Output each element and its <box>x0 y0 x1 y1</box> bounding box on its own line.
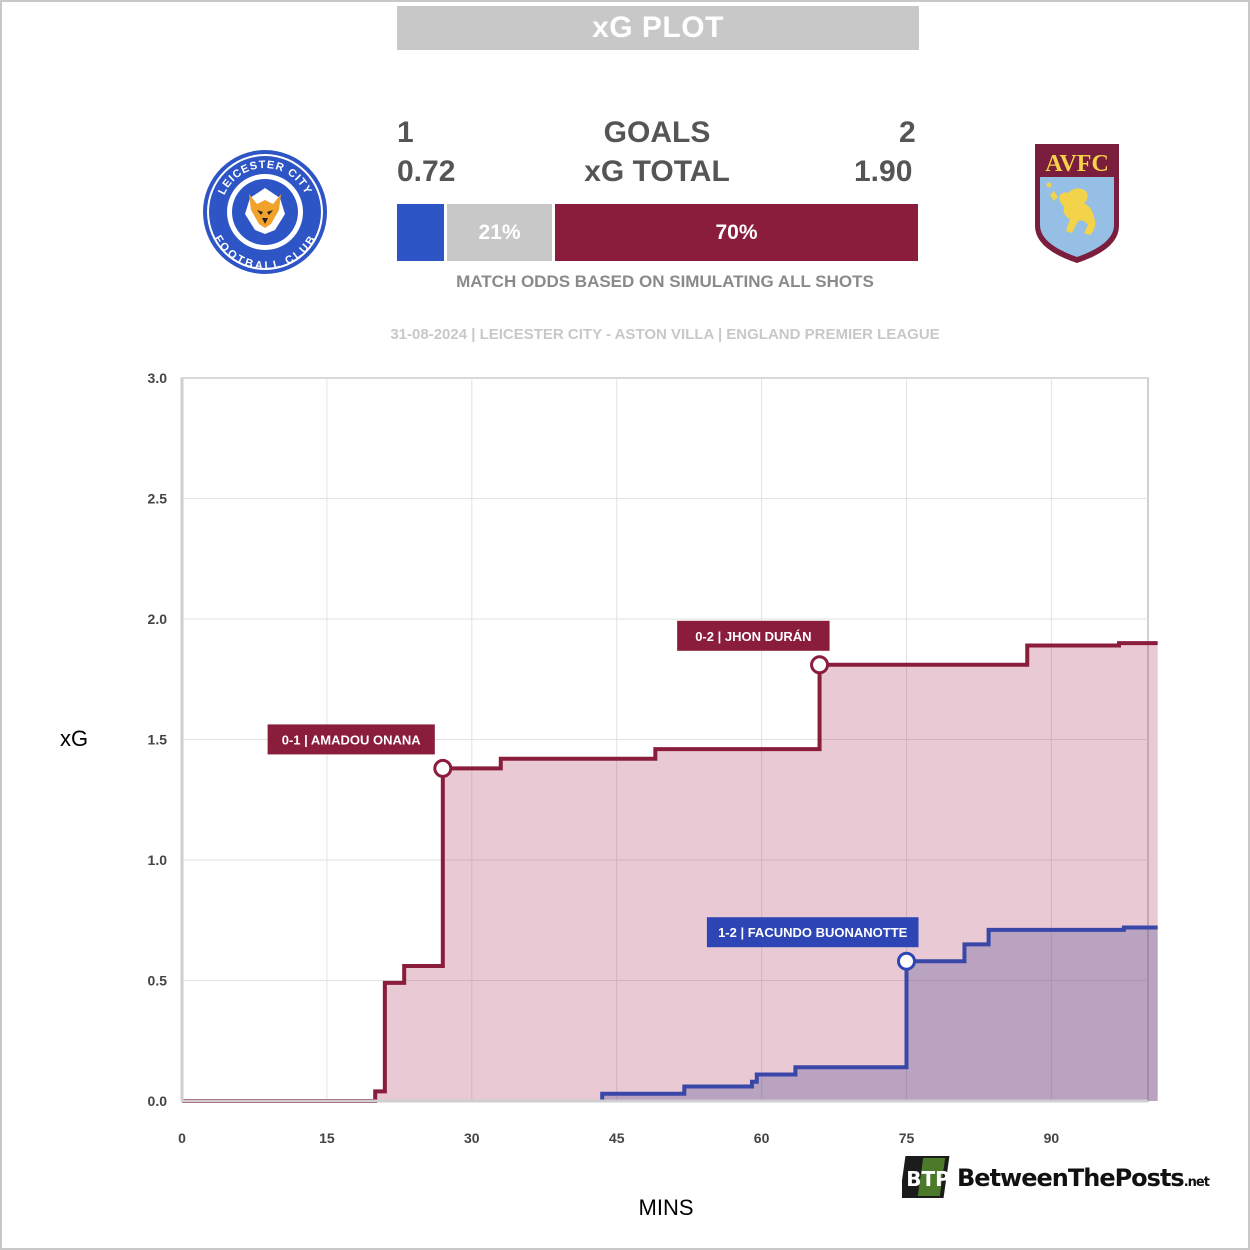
btp-wordmark: BetweenThePosts.net <box>957 1164 1210 1192</box>
series-line <box>182 641 1158 1103</box>
x-tick-label: 45 <box>609 1130 625 1146</box>
y-tick-label: 2.0 <box>148 611 168 627</box>
series-area <box>182 643 1158 1101</box>
btp-suffix: .net <box>1183 1175 1210 1190</box>
y-tick-label: 1.5 <box>148 732 168 748</box>
goal-annotation-box <box>706 917 919 948</box>
home-xg-total: 0.72 <box>397 155 456 188</box>
home-win-odds-bar <box>397 204 444 261</box>
odds-note: MATCH ODDS BASED ON SIMULATING ALL SHOTS <box>456 272 874 291</box>
goal-annotation-box <box>677 620 830 651</box>
goal-marker <box>433 758 453 778</box>
away-goals: 2 <box>899 116 916 149</box>
x-tick-label: 15 <box>319 1130 335 1146</box>
x-axis-label: MINS <box>638 1195 694 1220</box>
match-info: 31-08-2024 | LEICESTER CITY - ASTON VILL… <box>390 326 940 343</box>
goal-annotation-label: 1-2 | FACUNDO BUONANOTTE <box>718 925 908 940</box>
avfc-logo-text: AVFC <box>1045 151 1109 177</box>
y-tick-label: 0.0 <box>148 1093 168 1109</box>
series-area <box>602 927 1158 1101</box>
y-tick-label: 0.5 <box>148 973 168 989</box>
btp-name: BetweenThePosts <box>957 1164 1185 1192</box>
x-tick-label: 90 <box>1044 1130 1060 1146</box>
btp-badge-text: BTP <box>906 1167 950 1191</box>
x-tick-label: 0 <box>178 1130 186 1146</box>
leicester-city-logo: LEICESTER CITY FOOTBALL CLUB <box>203 150 327 274</box>
page-title: xG PLOT <box>397 6 919 50</box>
away-win-odds-bar: 70% <box>555 204 918 261</box>
goal-marker <box>810 655 830 675</box>
goals-label: GOALS <box>603 116 711 149</box>
draw-odds-bar: 21% <box>447 204 552 261</box>
y-tick-label: 3.0 <box>148 370 168 386</box>
x-tick-label: 30 <box>464 1130 480 1146</box>
goal-annotation-box <box>267 724 435 755</box>
y-tick-label: 2.5 <box>148 491 168 507</box>
goal-annotation-label: 0-2 | JHON DURÁN <box>695 629 811 644</box>
x-tick-label: 75 <box>899 1130 915 1146</box>
btp-badge-icon: BTP <box>902 1156 950 1198</box>
goal-annotation-label: 0-1 | AMADOU ONANA <box>282 732 422 747</box>
x-tick-label: 60 <box>754 1130 770 1146</box>
y-axis-label: xG <box>60 726 89 751</box>
aston-villa-logo: AVFC <box>1035 144 1119 263</box>
series-line <box>600 925 1158 1101</box>
home-goals: 1 <box>397 116 414 149</box>
goal-marker <box>897 951 916 971</box>
away-xg-total: 1.90 <box>854 155 913 188</box>
y-tick-label: 1.0 <box>148 852 168 868</box>
xg-total-label: xG TOTAL <box>584 155 730 188</box>
